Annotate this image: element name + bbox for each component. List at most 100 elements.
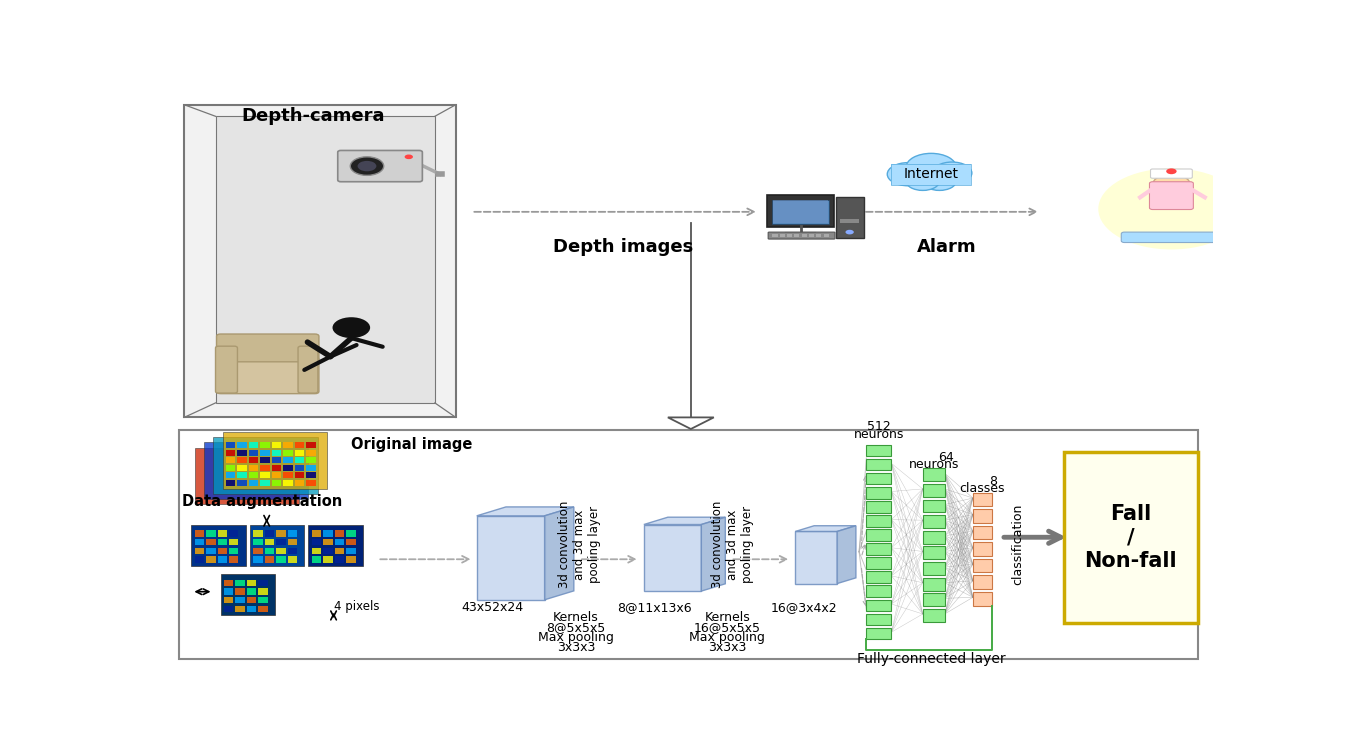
Text: 8: 8 xyxy=(989,475,996,488)
Bar xyxy=(272,472,282,478)
Bar xyxy=(283,480,293,486)
Bar xyxy=(272,465,282,471)
Bar xyxy=(867,459,891,471)
Bar xyxy=(346,556,356,562)
Bar xyxy=(276,547,286,554)
Bar xyxy=(194,539,204,545)
FancyBboxPatch shape xyxy=(338,150,422,182)
Bar xyxy=(260,465,270,471)
Bar xyxy=(276,556,286,562)
Bar xyxy=(973,559,992,572)
FancyBboxPatch shape xyxy=(217,334,319,362)
Bar xyxy=(324,530,333,537)
Bar xyxy=(334,556,344,562)
Text: Fully-connected layer: Fully-connected layer xyxy=(857,652,1006,666)
Circle shape xyxy=(906,153,956,181)
Polygon shape xyxy=(644,525,701,591)
FancyBboxPatch shape xyxy=(1150,182,1193,210)
FancyBboxPatch shape xyxy=(768,232,834,239)
FancyBboxPatch shape xyxy=(249,525,305,566)
Bar xyxy=(249,450,259,456)
Bar xyxy=(334,539,344,545)
Text: 3d convolution
and 3d max
pooling layer: 3d convolution and 3d max pooling layer xyxy=(558,501,601,589)
Bar xyxy=(260,450,270,456)
Bar xyxy=(923,578,945,590)
Bar xyxy=(973,575,992,589)
Bar xyxy=(283,450,293,456)
Bar xyxy=(259,597,268,603)
Bar xyxy=(264,556,274,562)
FancyBboxPatch shape xyxy=(194,447,299,505)
FancyBboxPatch shape xyxy=(1064,452,1197,623)
Text: 4 pixels: 4 pixels xyxy=(333,600,379,613)
Bar xyxy=(217,530,226,537)
Bar xyxy=(295,457,305,463)
Text: 3d convolution
and 3d max
pooling layer: 3d convolution and 3d max pooling layer xyxy=(712,501,754,589)
FancyBboxPatch shape xyxy=(772,200,829,224)
Text: 8@11x13x6: 8@11x13x6 xyxy=(617,602,692,614)
Bar xyxy=(324,547,333,554)
Bar xyxy=(346,539,356,545)
Bar xyxy=(272,450,282,456)
Bar xyxy=(249,465,259,471)
Bar xyxy=(224,605,233,612)
Bar xyxy=(311,556,321,562)
Bar xyxy=(249,480,259,486)
Bar xyxy=(253,556,263,562)
Bar xyxy=(324,539,333,545)
Text: 43x52x24: 43x52x24 xyxy=(461,602,523,614)
Bar xyxy=(236,605,245,612)
Bar xyxy=(840,219,859,223)
Circle shape xyxy=(404,154,412,159)
Bar xyxy=(867,501,891,513)
Bar xyxy=(247,580,256,586)
Bar xyxy=(224,588,233,595)
Bar xyxy=(206,556,216,562)
Polygon shape xyxy=(701,517,725,591)
Polygon shape xyxy=(795,526,856,532)
Bar xyxy=(206,530,216,537)
Polygon shape xyxy=(795,532,837,584)
Bar xyxy=(260,472,270,478)
Bar xyxy=(264,547,274,554)
Text: Depth-camera: Depth-camera xyxy=(241,108,386,126)
Circle shape xyxy=(357,161,376,171)
Text: classification: classification xyxy=(1011,504,1024,586)
FancyBboxPatch shape xyxy=(191,525,245,566)
Bar xyxy=(867,487,891,499)
Text: Original image: Original image xyxy=(352,437,473,452)
Bar xyxy=(226,480,236,486)
Text: classes: classes xyxy=(960,482,1006,495)
Bar xyxy=(973,509,992,523)
Polygon shape xyxy=(644,517,725,525)
Bar xyxy=(264,539,274,545)
Bar xyxy=(334,547,344,554)
Bar xyxy=(311,547,321,554)
Bar xyxy=(249,442,259,448)
Bar xyxy=(287,547,297,554)
Bar xyxy=(867,599,891,611)
Bar xyxy=(224,597,233,603)
Bar xyxy=(229,539,239,545)
Bar xyxy=(194,547,204,554)
Bar xyxy=(264,530,274,537)
Bar xyxy=(306,472,315,478)
Text: 16@3x4x2: 16@3x4x2 xyxy=(770,602,837,614)
Bar xyxy=(283,442,293,448)
Bar xyxy=(923,531,945,544)
Bar xyxy=(973,493,992,506)
Circle shape xyxy=(350,157,384,175)
Text: Max pooling: Max pooling xyxy=(689,631,766,644)
Bar xyxy=(226,450,236,456)
Circle shape xyxy=(906,172,940,190)
Bar xyxy=(923,515,945,528)
Circle shape xyxy=(933,162,972,184)
Bar xyxy=(287,556,297,562)
Polygon shape xyxy=(477,516,545,600)
Bar xyxy=(287,530,297,537)
Text: neurons: neurons xyxy=(853,428,905,441)
Text: Fall
/
Non-fall: Fall / Non-fall xyxy=(1084,505,1177,571)
Bar xyxy=(311,530,321,537)
Text: 512: 512 xyxy=(867,420,891,432)
FancyBboxPatch shape xyxy=(298,346,318,393)
